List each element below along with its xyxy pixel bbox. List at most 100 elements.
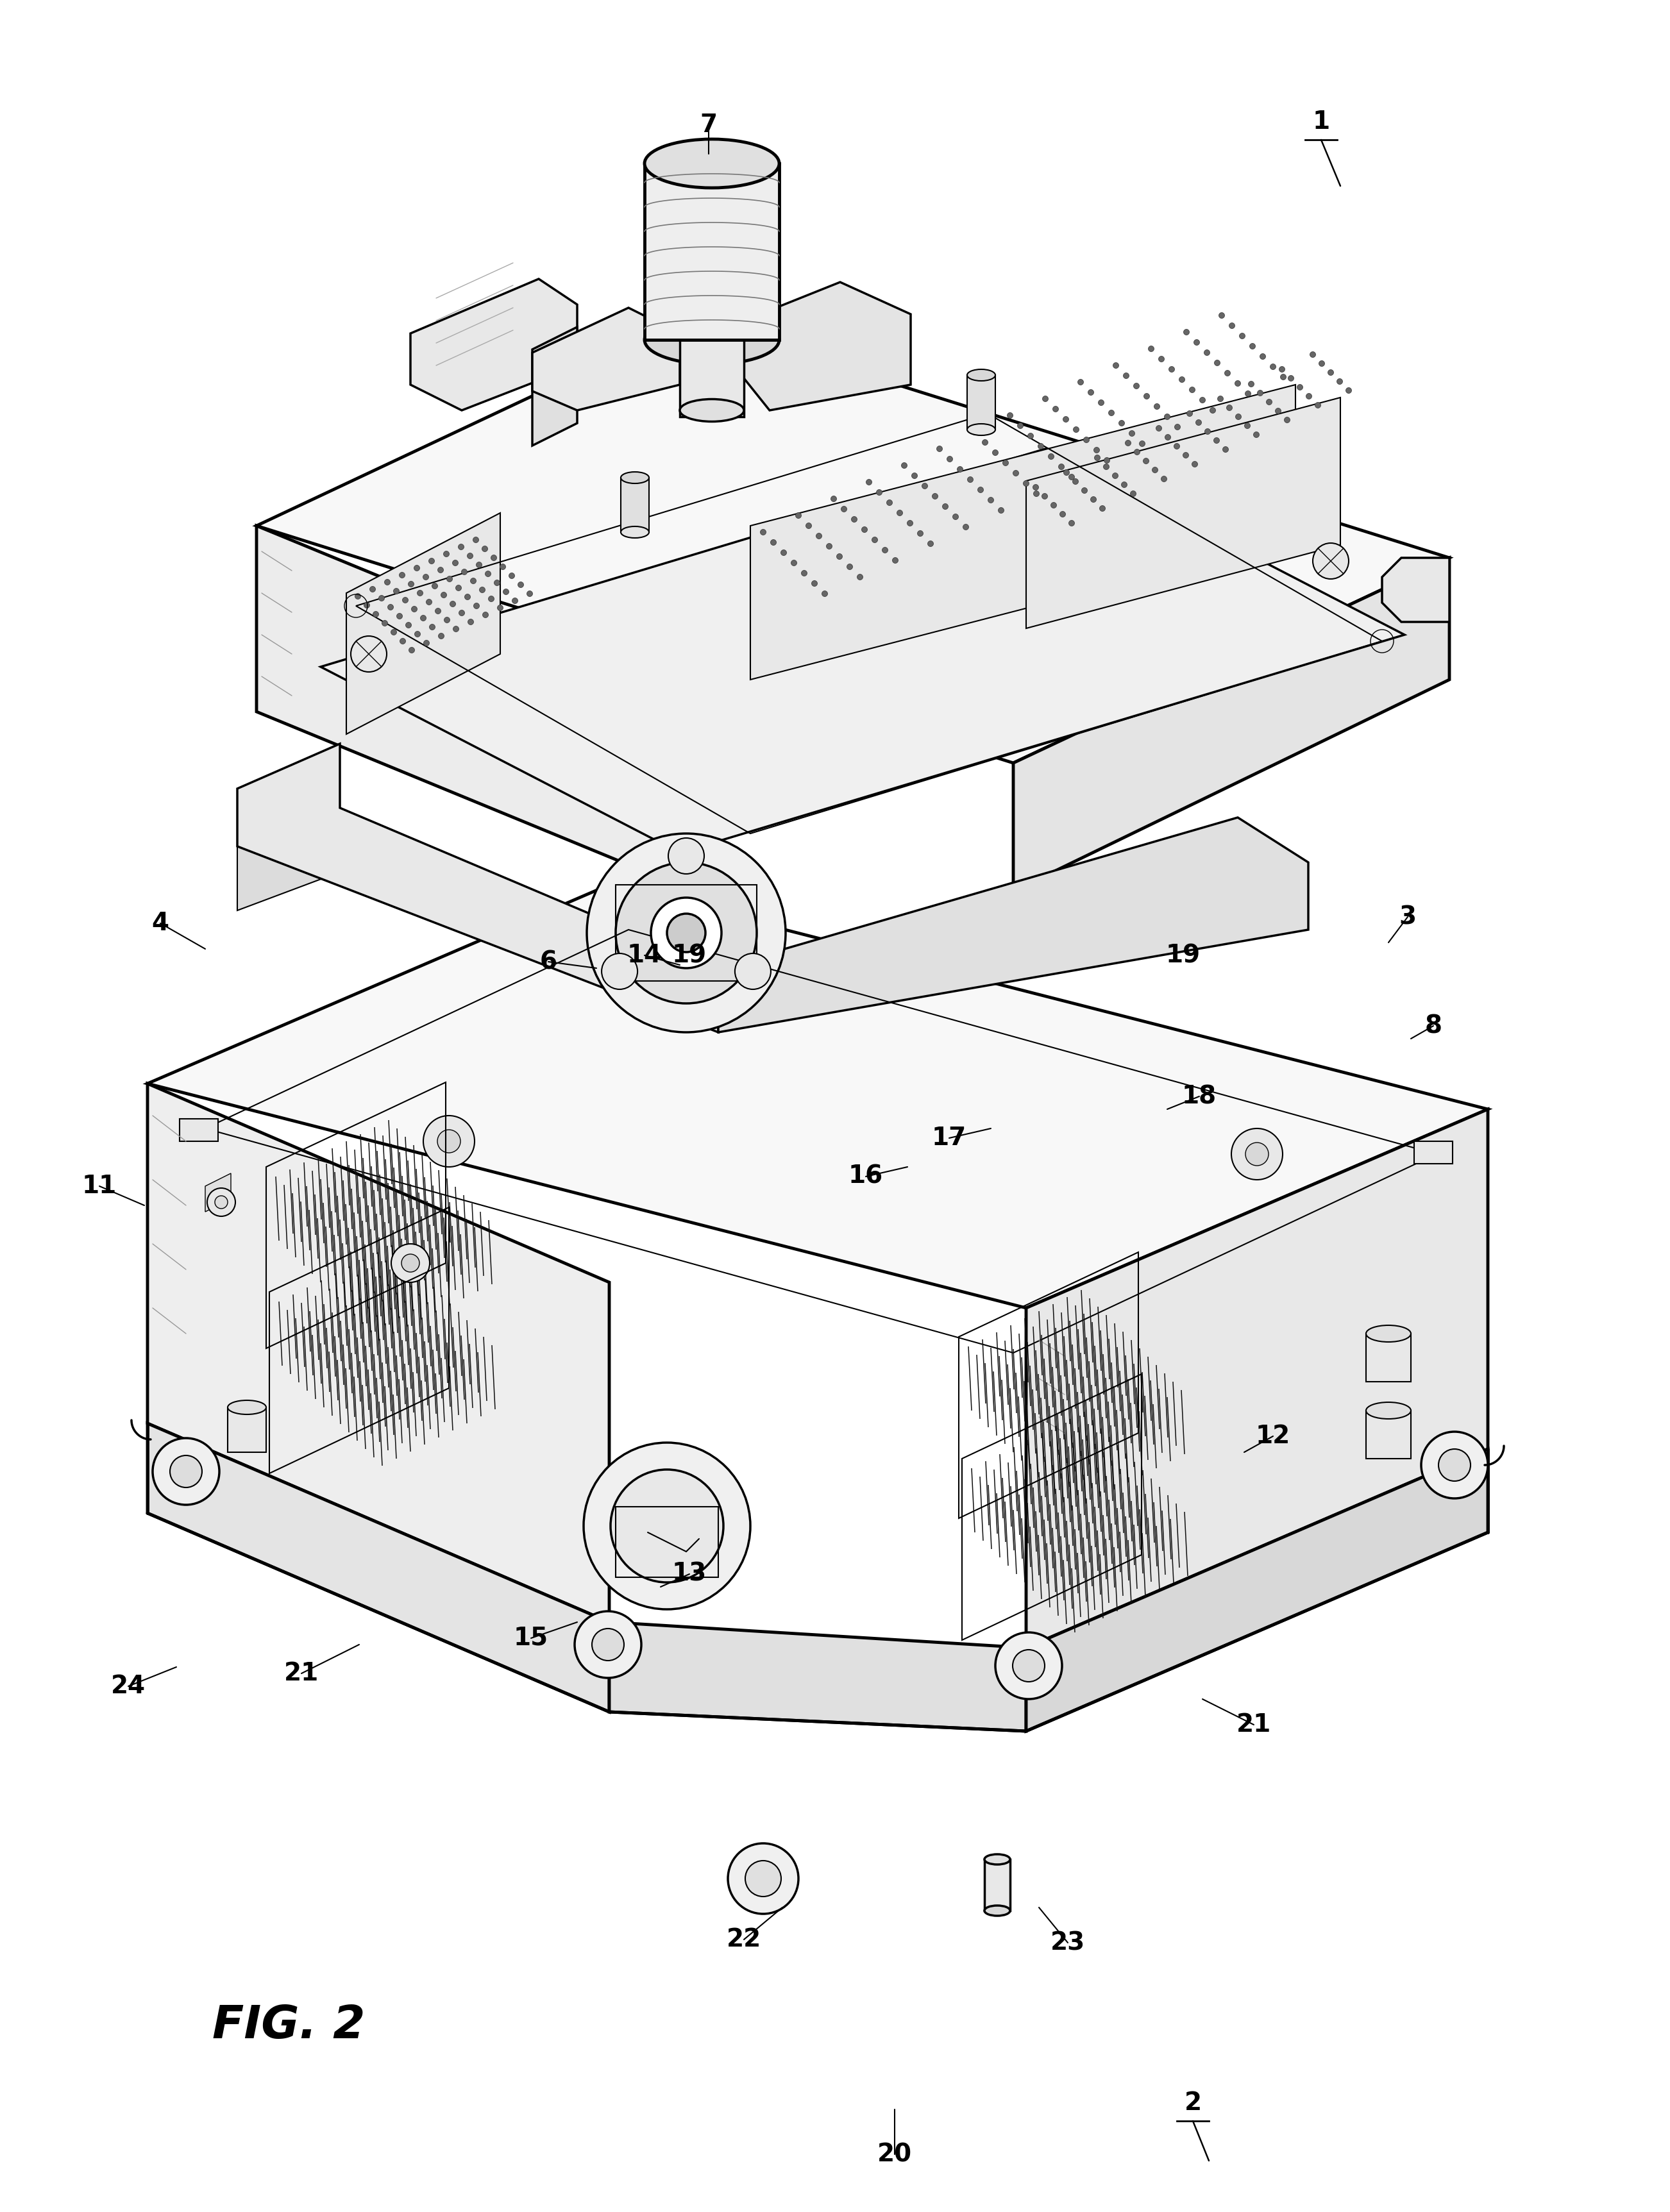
- Circle shape: [152, 1438, 219, 1504]
- Circle shape: [1194, 338, 1199, 345]
- Circle shape: [586, 834, 785, 1033]
- Circle shape: [458, 544, 464, 551]
- Polygon shape: [645, 164, 780, 341]
- Polygon shape: [621, 478, 650, 533]
- Circle shape: [518, 582, 524, 588]
- Circle shape: [1224, 369, 1231, 376]
- Circle shape: [1214, 438, 1219, 442]
- Circle shape: [1126, 440, 1131, 447]
- Circle shape: [483, 613, 488, 617]
- Circle shape: [1050, 502, 1057, 509]
- Circle shape: [526, 591, 533, 597]
- Ellipse shape: [745, 1891, 782, 1905]
- Polygon shape: [1014, 557, 1450, 891]
- Circle shape: [438, 1130, 461, 1152]
- Circle shape: [1002, 460, 1009, 467]
- Text: 1: 1: [1313, 111, 1329, 135]
- Circle shape: [351, 637, 387, 672]
- Circle shape: [611, 1469, 723, 1582]
- Circle shape: [1099, 400, 1104, 405]
- Circle shape: [1182, 451, 1189, 458]
- Polygon shape: [1383, 557, 1450, 622]
- Circle shape: [488, 595, 494, 602]
- Circle shape: [668, 838, 705, 874]
- Polygon shape: [205, 1172, 230, 1212]
- Circle shape: [1049, 453, 1054, 460]
- Circle shape: [1027, 434, 1034, 438]
- Circle shape: [852, 515, 857, 522]
- Polygon shape: [610, 1621, 1025, 1732]
- Circle shape: [591, 1628, 625, 1661]
- Circle shape: [384, 580, 391, 584]
- Polygon shape: [680, 341, 743, 416]
- Circle shape: [1244, 422, 1251, 429]
- Circle shape: [795, 513, 802, 518]
- Circle shape: [387, 604, 394, 611]
- Text: 18: 18: [1182, 1084, 1217, 1108]
- Circle shape: [1112, 363, 1119, 369]
- Circle shape: [456, 584, 461, 591]
- Text: 21: 21: [1236, 1712, 1271, 1736]
- Circle shape: [1284, 418, 1289, 422]
- Circle shape: [947, 456, 952, 462]
- Circle shape: [429, 557, 434, 564]
- Circle shape: [401, 1254, 419, 1272]
- Circle shape: [414, 630, 421, 637]
- Circle shape: [170, 1455, 202, 1486]
- Ellipse shape: [645, 316, 780, 365]
- Circle shape: [446, 575, 453, 582]
- Ellipse shape: [645, 139, 780, 188]
- Circle shape: [817, 533, 822, 540]
- Circle shape: [1094, 447, 1099, 453]
- Circle shape: [1298, 385, 1303, 389]
- Circle shape: [745, 1860, 782, 1896]
- Circle shape: [1219, 312, 1224, 319]
- Circle shape: [1246, 392, 1251, 396]
- Circle shape: [1094, 456, 1101, 460]
- Circle shape: [1131, 491, 1136, 495]
- Circle shape: [1192, 462, 1197, 467]
- Circle shape: [1144, 394, 1149, 398]
- Circle shape: [1249, 343, 1256, 349]
- Circle shape: [494, 580, 499, 586]
- Circle shape: [1074, 427, 1079, 434]
- Circle shape: [1204, 349, 1209, 356]
- Circle shape: [1309, 352, 1316, 358]
- Circle shape: [1276, 407, 1281, 414]
- Circle shape: [429, 624, 436, 630]
- Circle shape: [832, 495, 837, 502]
- Circle shape: [461, 568, 468, 575]
- Circle shape: [1087, 389, 1094, 396]
- Circle shape: [877, 489, 882, 495]
- Circle shape: [1314, 403, 1321, 407]
- Circle shape: [356, 593, 361, 599]
- Circle shape: [453, 560, 458, 566]
- Text: 3: 3: [1399, 905, 1416, 929]
- Text: 19: 19: [1166, 942, 1201, 967]
- Circle shape: [215, 1197, 227, 1208]
- Circle shape: [423, 1115, 474, 1168]
- Ellipse shape: [984, 1905, 1010, 1916]
- Circle shape: [1258, 389, 1263, 396]
- Circle shape: [473, 538, 479, 542]
- Circle shape: [1239, 334, 1246, 338]
- Circle shape: [1034, 491, 1039, 495]
- Polygon shape: [533, 327, 578, 445]
- Circle shape: [1169, 367, 1174, 372]
- Circle shape: [1187, 411, 1192, 416]
- Circle shape: [999, 507, 1004, 513]
- Circle shape: [942, 504, 949, 509]
- Circle shape: [1254, 431, 1259, 438]
- Polygon shape: [257, 526, 693, 891]
- Circle shape: [1217, 396, 1224, 403]
- Ellipse shape: [621, 526, 650, 538]
- Circle shape: [509, 573, 514, 580]
- Circle shape: [394, 588, 399, 595]
- Circle shape: [1154, 403, 1161, 409]
- Circle shape: [444, 551, 449, 557]
- Circle shape: [1024, 480, 1029, 487]
- Circle shape: [1069, 473, 1074, 480]
- Circle shape: [1234, 380, 1241, 387]
- Ellipse shape: [621, 471, 650, 484]
- Circle shape: [1229, 323, 1234, 330]
